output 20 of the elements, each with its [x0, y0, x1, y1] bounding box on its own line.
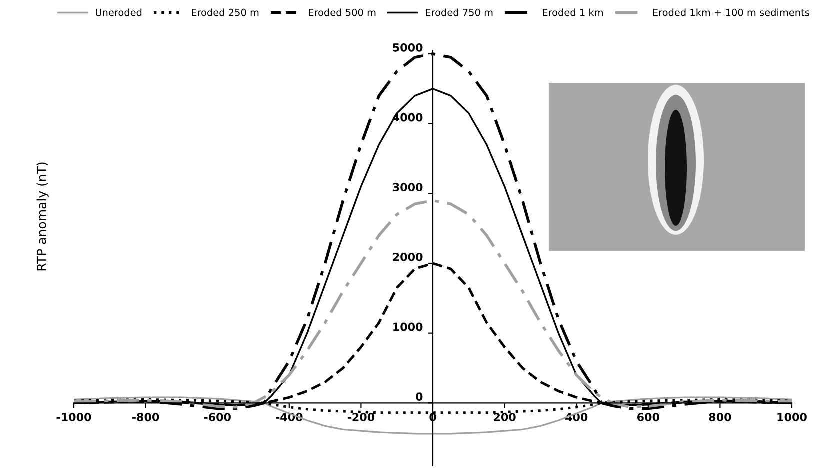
- y-axis-title: RTP anomaly (nT): [36, 162, 49, 271]
- legend-label: Eroded 500 m: [309, 8, 376, 16]
- legend-label: Eroded 750 m: [426, 8, 493, 16]
- y-tick-label: 0: [416, 392, 423, 402]
- x-tick-label: 1000: [778, 413, 807, 422]
- y-tick-label: 3000: [393, 183, 423, 192]
- x-tick-label: -200: [348, 413, 375, 422]
- x-tick-label: -600: [204, 413, 231, 422]
- x-tick-label: -1000: [56, 413, 92, 422]
- y-tick-label: 1000: [394, 322, 423, 332]
- y-tick-label: 2000: [393, 252, 423, 262]
- x-tick-label: 600: [637, 413, 660, 422]
- legend-label: Eroded 250 m: [192, 8, 259, 16]
- legend-label: Eroded 1km + 100 m sediments: [653, 8, 810, 16]
- x-tick-label: 800: [709, 413, 732, 422]
- x-tick-label: 200: [494, 413, 516, 422]
- x-tick-label: -800: [132, 413, 160, 422]
- y-tick-label: 5000: [393, 43, 423, 52]
- legend-label: Eroded 1 km: [543, 8, 603, 16]
- legend-label: Uneroded: [96, 8, 142, 16]
